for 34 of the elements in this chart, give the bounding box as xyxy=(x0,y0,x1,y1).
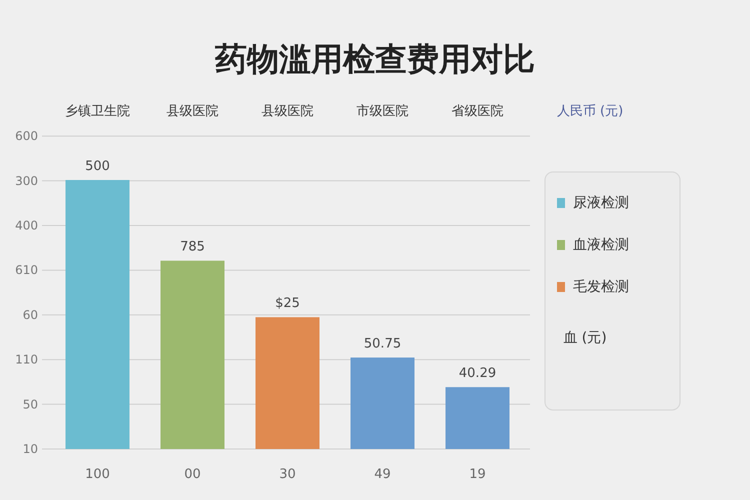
legend-label: 血液检测 xyxy=(573,237,629,253)
x-tick-label: 县级医院 xyxy=(262,104,314,119)
text: 00 xyxy=(184,467,201,482)
bar xyxy=(350,358,414,449)
annotation: 50.75 xyxy=(364,336,402,352)
text: 600 xyxy=(15,129,38,144)
text: 300 xyxy=(15,174,38,188)
annotation: $25 xyxy=(275,296,300,312)
x-tick-label: 市级医院 xyxy=(356,104,408,119)
bar xyxy=(256,317,320,449)
text: 110 xyxy=(15,352,38,367)
text: 60 xyxy=(22,308,38,322)
text: 血 (元) xyxy=(563,330,607,346)
x-tick-label: 县级医院 xyxy=(166,104,218,119)
text: 610 xyxy=(15,263,38,278)
legend-label: 毛发检测 xyxy=(573,279,629,295)
bar xyxy=(160,260,224,449)
text: 19 xyxy=(469,467,486,482)
annotation: 40.29 xyxy=(458,366,496,382)
text: 30 xyxy=(279,467,296,482)
chart-title: 药物滥用检查费用对比 xyxy=(214,40,535,78)
text: 100 xyxy=(85,467,110,482)
text: 500 xyxy=(85,159,110,174)
text: 10 xyxy=(22,442,38,456)
bar xyxy=(446,387,510,449)
text: 49 xyxy=(374,467,391,482)
bar xyxy=(66,180,130,449)
text: 400 xyxy=(15,218,38,232)
text: 50 xyxy=(22,397,38,412)
x-tick-label: 省级医院 xyxy=(452,104,504,119)
x-tick-label: 乡镇卫生院 xyxy=(65,104,130,119)
legend-label: 尿液检测 xyxy=(573,195,629,211)
annotation: 785 xyxy=(180,240,205,255)
text: 人民币 (元) xyxy=(556,104,624,119)
